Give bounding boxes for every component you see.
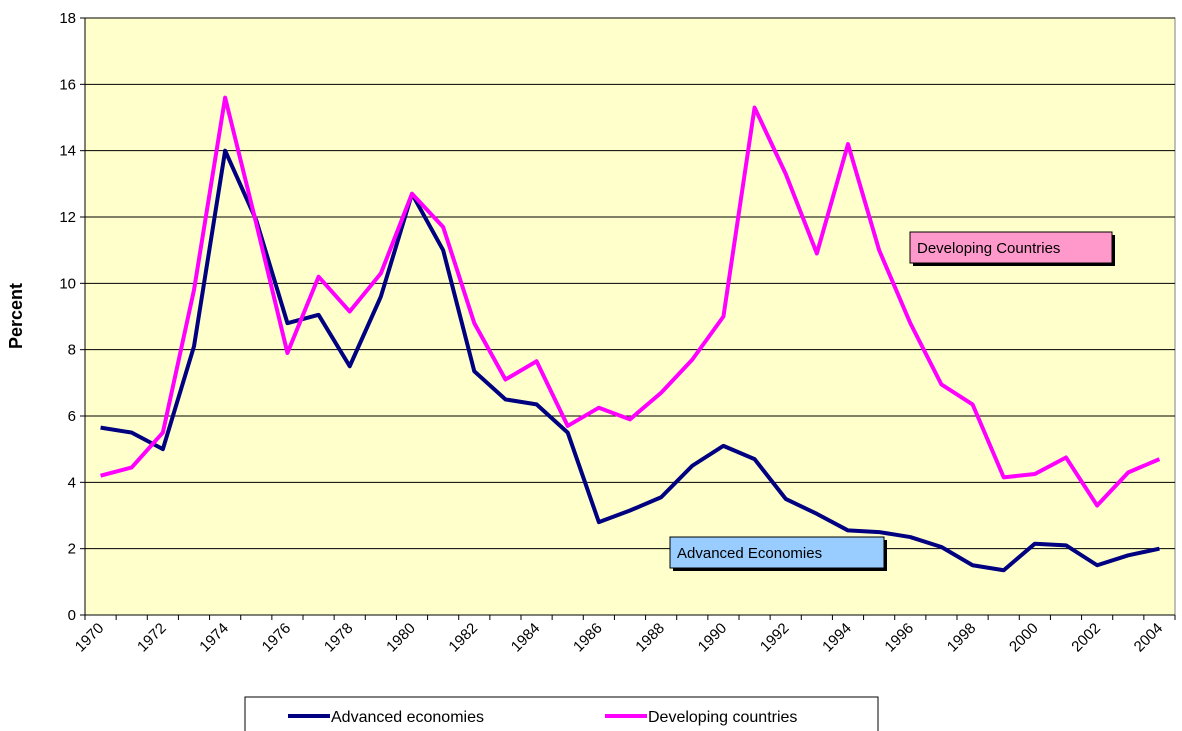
x-tick-label: 2002 [1068, 620, 1104, 656]
y-tick-label: 6 [68, 408, 76, 425]
plot-area [84, 17, 1176, 616]
y-tick-label: 8 [68, 342, 76, 359]
x-tick-label: 1982 [445, 620, 481, 656]
x-tick-label: 1972 [134, 620, 170, 656]
legend-label: Developing countries [648, 709, 797, 726]
x-tick-label: 1986 [570, 620, 606, 656]
y-tick-label: 10 [59, 275, 76, 292]
y-tick-label: 12 [59, 209, 76, 226]
x-tick-label: 1990 [695, 620, 731, 656]
x-tick-label: 1978 [321, 620, 357, 656]
series-line [100, 95, 1161, 508]
x-tick-label: 1980 [383, 620, 419, 656]
y-axis-label: Percent [6, 283, 26, 349]
legend-label: Advanced economies [331, 709, 484, 726]
x-tick-label: 1992 [757, 620, 793, 656]
x-tick-label: 1984 [508, 620, 544, 656]
annotation-box [909, 231, 1113, 264]
annotation-box [669, 536, 885, 569]
y-tick-label: 4 [68, 474, 76, 491]
x-tick-label: 1994 [819, 620, 855, 656]
x-tick-label: 1976 [259, 620, 295, 656]
y-tick-label: 18 [59, 10, 76, 27]
y-tick-label: 16 [59, 76, 76, 93]
x-tick-label: 2000 [1006, 620, 1042, 656]
annotation-text: Advanced Economies [677, 545, 822, 562]
x-tick-label: 2004 [1131, 620, 1167, 656]
series-line [100, 148, 1160, 573]
y-tick-label: 2 [68, 541, 76, 558]
x-tick-label: 1974 [196, 620, 232, 656]
x-tick-label: 1998 [944, 620, 980, 656]
annotation-text: Developing Countries [917, 240, 1060, 257]
x-tick-label: 1988 [632, 620, 668, 656]
y-tick-label: 0 [68, 607, 76, 624]
y-tick-label: 14 [59, 143, 76, 160]
x-tick-label: 1970 [72, 620, 108, 656]
legend-box [244, 696, 879, 731]
x-tick-label: 1996 [881, 620, 917, 656]
